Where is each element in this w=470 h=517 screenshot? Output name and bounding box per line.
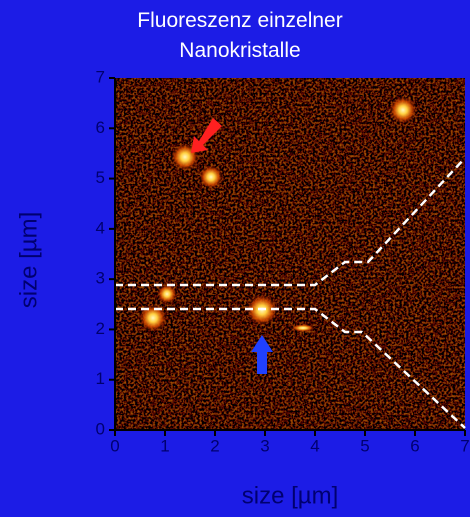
y-tick-label: 6 — [96, 118, 105, 137]
spot — [291, 324, 315, 332]
blue-arrow — [251, 335, 273, 374]
y-tick-label: 4 — [96, 218, 105, 237]
x-tick-label: 0 — [110, 436, 119, 455]
boundary-line — [115, 307, 466, 429]
x-tick-label: 1 — [160, 436, 169, 455]
x-tick-label: 4 — [310, 436, 319, 455]
y-tick-label: 1 — [96, 369, 105, 388]
y-tick-label: 0 — [96, 419, 105, 438]
x-axis-label: size [µm] — [242, 482, 339, 509]
spot — [199, 165, 223, 189]
x-tick-label: 5 — [360, 436, 369, 455]
spot — [139, 304, 167, 332]
spot — [389, 96, 417, 124]
y-tick-label: 5 — [96, 168, 105, 187]
boundary-line — [115, 157, 466, 287]
image-noise — [115, 78, 465, 430]
x-tick-label: 2 — [210, 436, 219, 455]
red-arrow — [191, 118, 222, 153]
spot — [157, 284, 177, 304]
image — [115, 78, 466, 430]
y-tick-label: 7 — [96, 67, 105, 86]
y-axis-label: size [µm] — [15, 212, 42, 309]
chart-title: Fluoreszenz einzelner Nanokristalle — [137, 9, 343, 62]
x-tick-label: 3 — [260, 436, 269, 455]
x-tick-label: 7 — [460, 436, 469, 455]
y-tick-label: 3 — [96, 269, 105, 288]
x-tick-label: 6 — [410, 436, 419, 455]
y-tick-label: 2 — [96, 319, 105, 338]
